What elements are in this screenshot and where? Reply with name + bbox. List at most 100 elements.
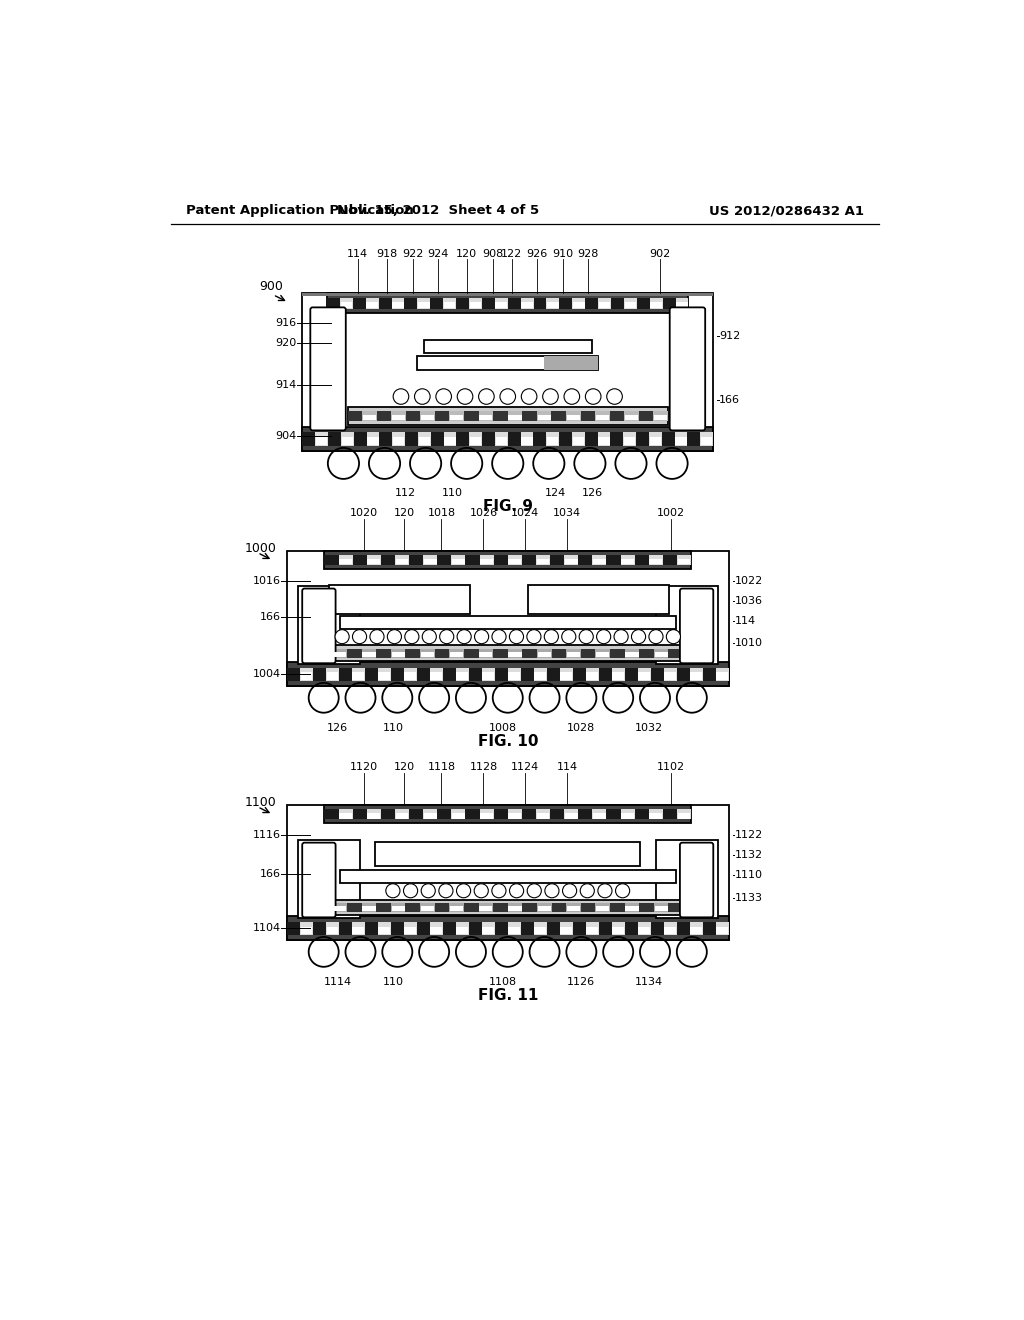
Circle shape [474, 884, 488, 898]
Text: 1018: 1018 [427, 508, 456, 517]
FancyBboxPatch shape [680, 589, 714, 663]
Bar [622, 558, 634, 565]
Bar [560, 668, 572, 681]
Bar [522, 411, 537, 421]
Bar [595, 411, 609, 421]
Circle shape [474, 630, 488, 644]
Bar [450, 411, 464, 421]
Bar [378, 921, 391, 935]
Bar [452, 556, 466, 565]
Bar [716, 921, 729, 935]
Bar [327, 927, 338, 933]
Bar [625, 668, 638, 681]
Bar [683, 649, 697, 657]
Bar [683, 903, 697, 912]
Bar [418, 432, 431, 446]
Bar [572, 298, 585, 309]
Bar [567, 652, 580, 657]
Bar [586, 921, 599, 935]
Circle shape [598, 884, 612, 898]
Bar [676, 298, 688, 309]
Bar [567, 907, 580, 911]
Bar [442, 668, 456, 681]
Bar [534, 921, 547, 935]
Bar [333, 903, 347, 912]
Bar [664, 921, 677, 935]
Bar [654, 649, 669, 657]
Bar [599, 302, 610, 308]
Text: 1126: 1126 [566, 977, 595, 987]
Bar [534, 298, 547, 309]
Bar [435, 903, 450, 912]
Bar [391, 411, 406, 421]
Bar [313, 921, 326, 935]
Bar [352, 668, 365, 681]
Bar [560, 927, 572, 933]
Bar [565, 558, 578, 565]
Text: 1020: 1020 [350, 508, 378, 517]
Bar [452, 813, 465, 818]
Bar [420, 903, 435, 912]
Bar [430, 298, 443, 309]
Text: FIG. 9: FIG. 9 [482, 499, 532, 513]
Bar [378, 668, 391, 681]
Circle shape [667, 630, 681, 644]
Bar [403, 921, 417, 935]
Bar [391, 668, 403, 681]
Bar [464, 649, 478, 657]
Bar [379, 298, 391, 309]
Bar [538, 907, 551, 911]
Bar [638, 921, 650, 935]
Bar [552, 903, 566, 912]
Bar [635, 556, 649, 565]
Bar [352, 921, 365, 935]
Bar [479, 414, 493, 420]
Bar [639, 649, 654, 657]
Circle shape [615, 884, 630, 898]
Bar [622, 813, 634, 818]
Bar [451, 414, 463, 420]
Bar [325, 556, 339, 565]
Bar [678, 813, 690, 818]
Bar [534, 432, 546, 446]
FancyBboxPatch shape [310, 308, 346, 430]
Bar [341, 302, 352, 308]
Bar [421, 414, 434, 420]
Bar [624, 432, 636, 446]
Bar [592, 809, 606, 820]
Bar [315, 432, 328, 446]
Text: 1036: 1036 [735, 595, 763, 606]
Bar [535, 927, 546, 933]
Bar [596, 414, 609, 420]
Bar [537, 558, 549, 565]
Text: 1004: 1004 [253, 669, 281, 678]
Text: 1034: 1034 [553, 508, 582, 517]
Bar [610, 432, 624, 446]
Bar [508, 903, 522, 912]
Bar [406, 903, 420, 912]
Bar [340, 870, 676, 883]
Bar [327, 293, 688, 313]
Bar [466, 809, 479, 820]
Bar [665, 927, 676, 933]
Bar [611, 668, 625, 681]
Bar [362, 414, 376, 420]
Bar [599, 921, 611, 935]
Bar [352, 672, 365, 680]
Bar [700, 432, 713, 446]
Bar [573, 302, 585, 308]
Text: US 2012/0286432 A1: US 2012/0286432 A1 [710, 205, 864, 218]
Bar [466, 556, 479, 565]
Bar [469, 668, 481, 681]
Bar [353, 298, 366, 309]
Text: 114: 114 [347, 248, 369, 259]
Bar [508, 298, 520, 309]
Bar [392, 432, 406, 446]
Text: 120: 120 [393, 508, 415, 517]
Bar [626, 652, 639, 657]
Bar [689, 668, 702, 681]
Circle shape [421, 884, 435, 898]
Text: FIG. 10: FIG. 10 [477, 734, 538, 748]
Bar [347, 649, 361, 657]
Bar [329, 585, 470, 614]
